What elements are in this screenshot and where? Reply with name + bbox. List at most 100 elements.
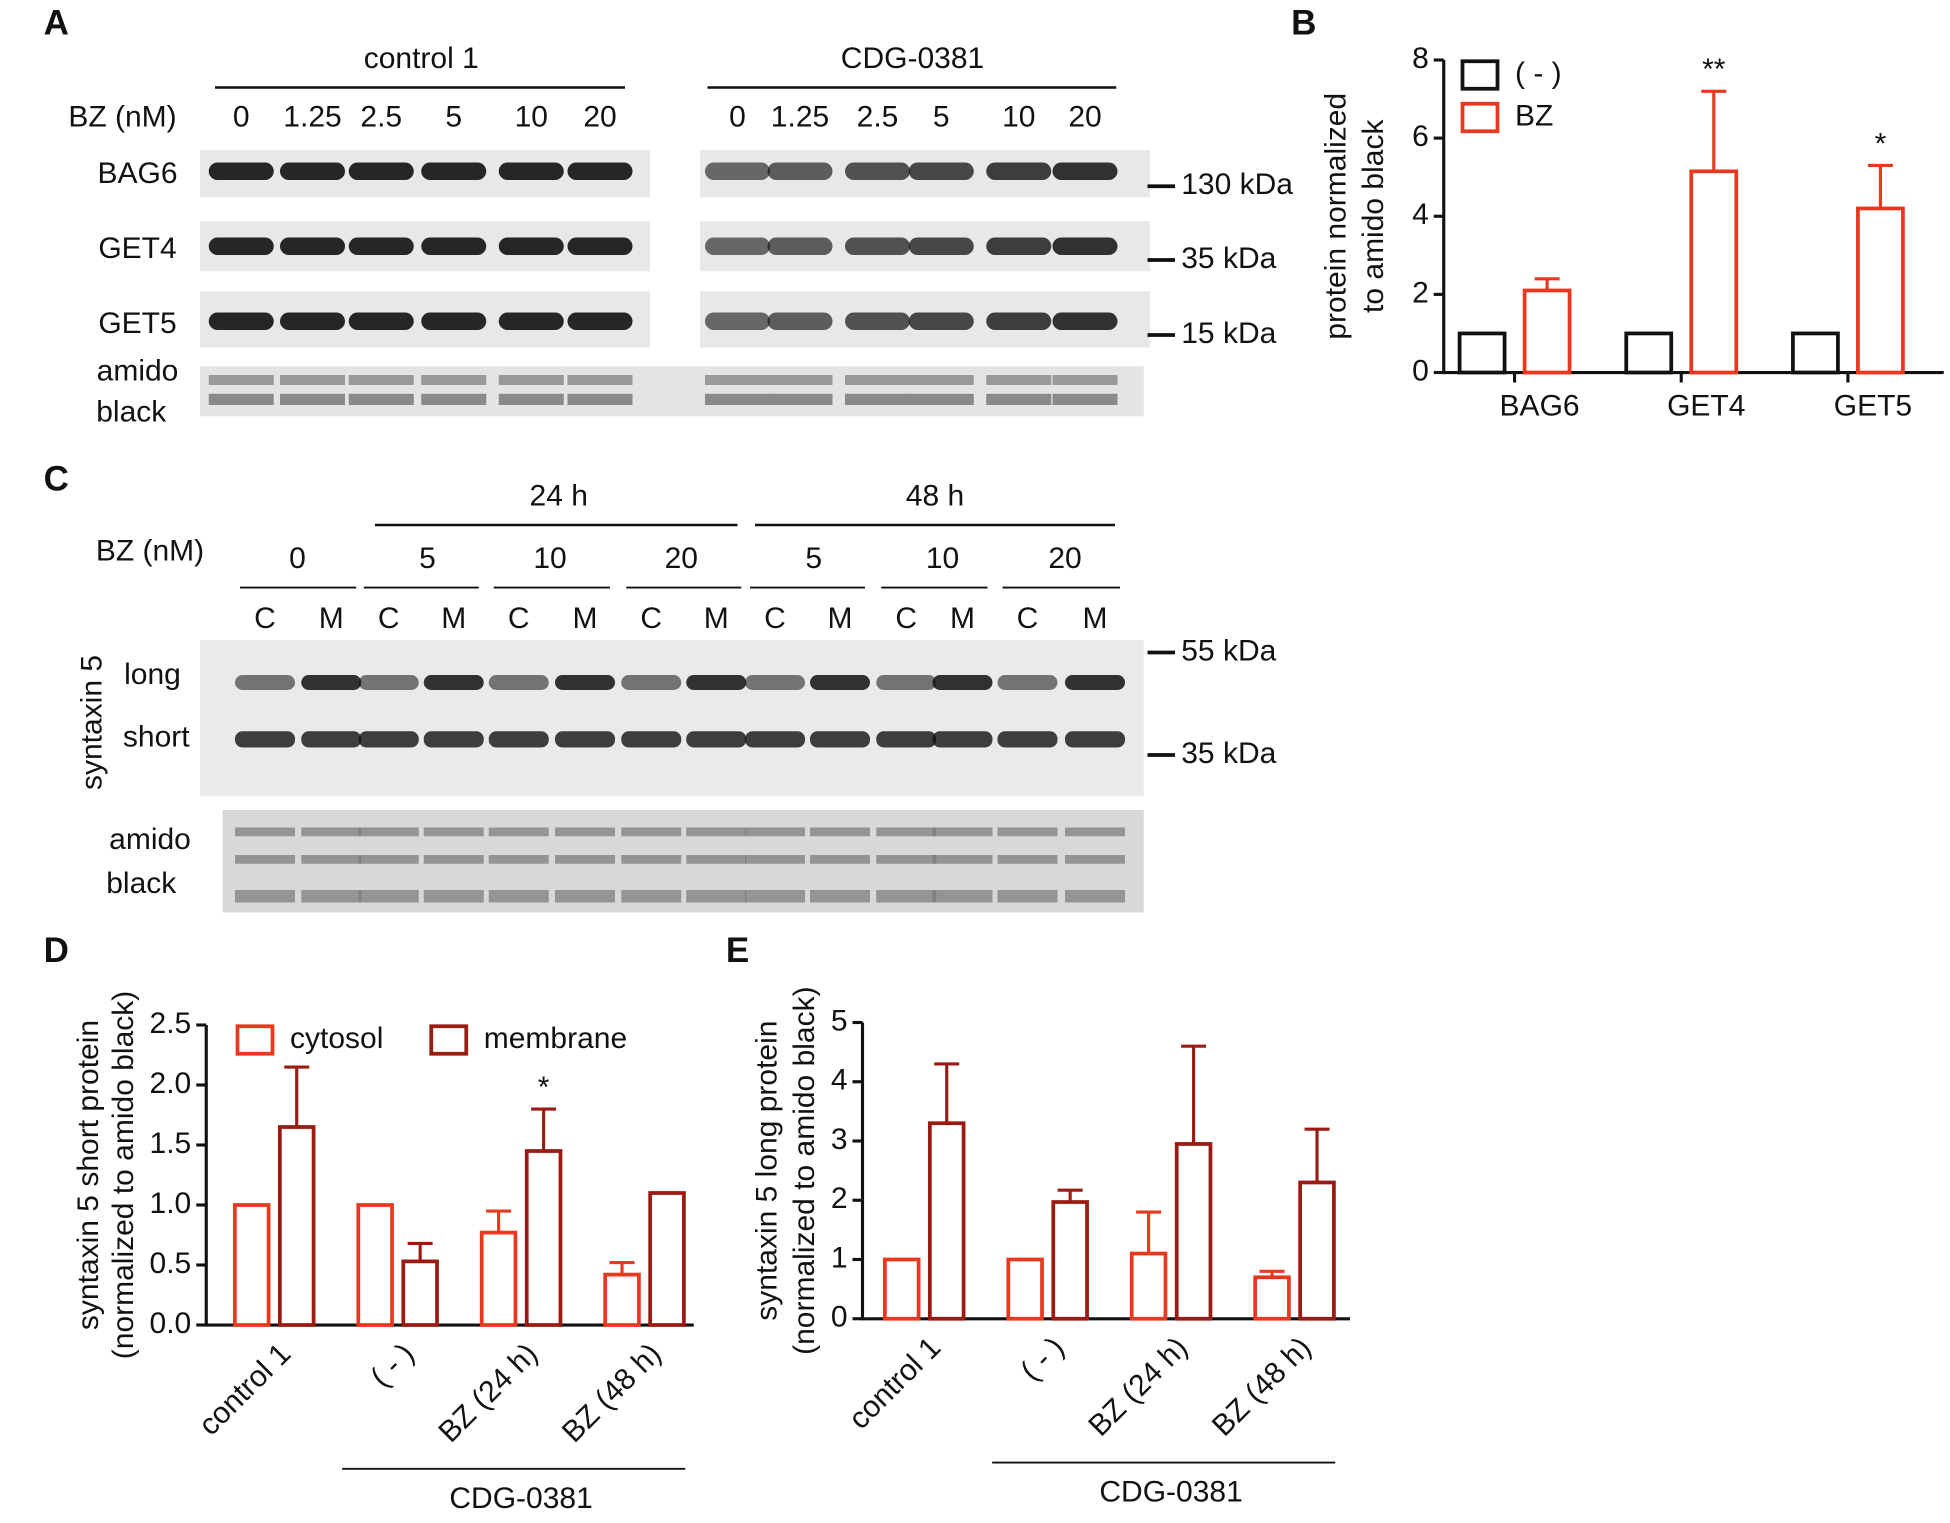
y-tick-label: 1.5	[150, 1127, 192, 1160]
band	[280, 237, 345, 255]
bar	[648, 1191, 686, 1327]
amido-band	[986, 375, 1052, 385]
band	[567, 162, 633, 180]
amido-band	[932, 827, 993, 837]
bar	[1856, 206, 1905, 375]
amido-band	[1065, 855, 1125, 864]
band	[845, 312, 910, 330]
dose-label: BZ (nM)	[96, 534, 204, 567]
group-label: CDG-0381	[1099, 1476, 1242, 1509]
amido-band	[567, 375, 633, 385]
bar	[401, 1259, 439, 1327]
amido-band	[876, 827, 937, 837]
band	[686, 675, 747, 690]
x-tick-label: control 1	[843, 1331, 948, 1436]
amido-band	[767, 375, 833, 385]
amido-band	[876, 890, 937, 903]
error-bar	[1701, 89, 1727, 172]
band	[498, 162, 564, 180]
band	[423, 675, 484, 690]
band	[1052, 162, 1118, 180]
band	[767, 237, 833, 255]
error-bar	[531, 1107, 557, 1151]
amido-band	[1052, 375, 1118, 385]
amido-band	[810, 855, 870, 864]
lane-fraction: M	[1083, 602, 1108, 635]
y-tick-label: 0	[831, 1301, 848, 1334]
band	[986, 162, 1052, 180]
legend-label: membrane	[484, 1022, 627, 1055]
band	[621, 731, 682, 748]
band	[986, 237, 1052, 255]
lane-dose: 5	[933, 101, 950, 134]
band	[498, 312, 564, 330]
y-axis-label: (normalized to amido black)	[788, 986, 821, 1354]
lane-fraction: C	[1017, 602, 1039, 635]
amido-band	[421, 393, 487, 405]
lane-dose: 10	[1002, 101, 1035, 134]
error-bar	[934, 1062, 960, 1124]
amido-band	[908, 393, 974, 405]
band	[555, 675, 615, 690]
amido-band	[745, 890, 805, 903]
y-tick-label: 1.0	[150, 1187, 192, 1220]
amido-band	[555, 890, 615, 903]
lane-fraction: C	[254, 602, 276, 635]
band	[932, 731, 993, 748]
amido-band	[686, 890, 747, 903]
y-tick-label: 0.0	[150, 1307, 192, 1340]
band	[876, 675, 937, 690]
bar	[524, 1149, 563, 1327]
group-label: CDG-0381	[449, 1482, 592, 1515]
band	[908, 312, 974, 330]
band	[208, 237, 274, 255]
marker-label: 130 kDa	[1181, 168, 1293, 201]
lane-dose: 0	[233, 101, 250, 134]
lane-dose: 2.5	[360, 101, 402, 134]
lane-dose: 20	[665, 542, 698, 575]
row-label: long	[124, 658, 181, 691]
amido-band	[705, 393, 770, 405]
amido-band	[810, 827, 870, 837]
amido-band	[997, 890, 1058, 903]
amido-band	[845, 375, 910, 385]
amido-band	[488, 890, 549, 903]
x-tick-label: GET5	[1834, 389, 1912, 422]
panel-letter: A	[44, 3, 69, 42]
band	[348, 312, 414, 330]
amido-band	[932, 855, 993, 864]
band	[876, 731, 937, 748]
band	[745, 675, 805, 690]
band	[1065, 675, 1125, 690]
x-tick-label: GET4	[1667, 389, 1745, 422]
amido-band	[235, 855, 295, 864]
lane-dose: 10	[926, 542, 959, 575]
amido-band	[686, 827, 747, 837]
band	[997, 731, 1058, 748]
lane-fraction: M	[704, 602, 729, 635]
bar	[1624, 331, 1674, 375]
lane-dose: 20	[1068, 101, 1101, 134]
band	[301, 675, 362, 690]
bar	[1298, 1180, 1336, 1321]
amido-band	[767, 393, 833, 405]
group-label: control 1	[364, 42, 479, 75]
bar	[1051, 1200, 1089, 1321]
band	[208, 162, 274, 180]
amido-band	[421, 375, 487, 385]
amido-band	[555, 855, 615, 864]
y-tick-label: 2	[1412, 276, 1429, 309]
lane-fraction: C	[764, 602, 786, 635]
amido-band	[705, 375, 770, 385]
amido-band	[997, 827, 1058, 837]
band	[567, 312, 633, 330]
dose-label: BZ (nM)	[68, 101, 176, 134]
amido-band	[498, 393, 564, 405]
bar	[1006, 1257, 1044, 1321]
band	[705, 312, 770, 330]
lane-fraction: C	[508, 602, 530, 635]
bar	[1253, 1275, 1291, 1321]
y-tick-label: 0	[1412, 354, 1429, 387]
error-bar	[407, 1241, 433, 1262]
amido-band	[488, 827, 549, 837]
